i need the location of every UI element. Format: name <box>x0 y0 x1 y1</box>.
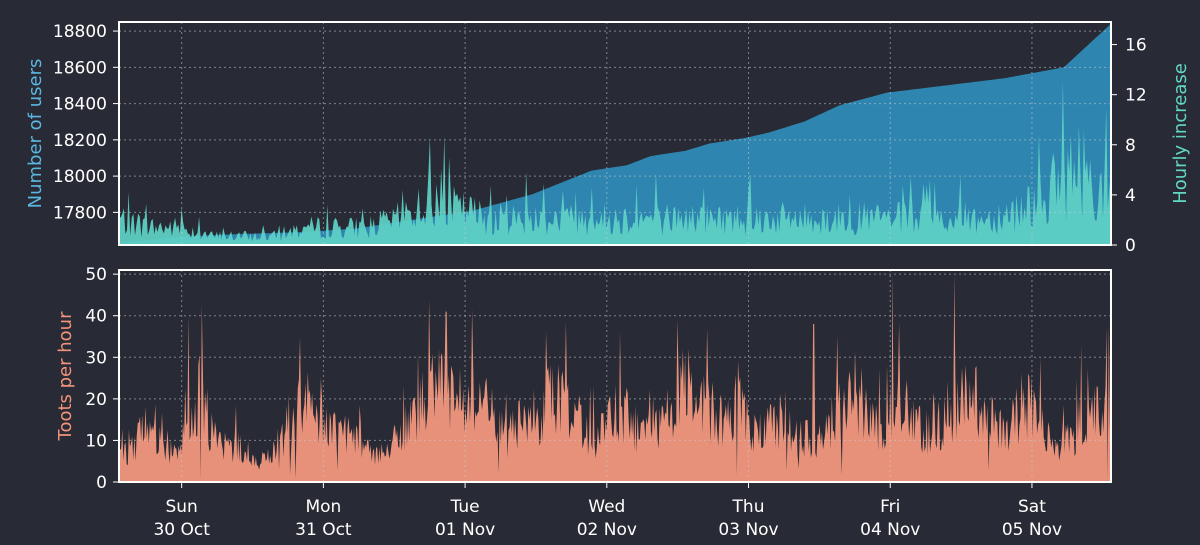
top-right-tick-label: 0 <box>1125 236 1136 256</box>
bottom-left-tick-label: 40 <box>85 307 107 327</box>
bottom-left-tick-label: 20 <box>85 390 107 410</box>
x-tick-date-label: 05 Nov <box>1002 520 1062 540</box>
hourly-increase-series <box>119 80 1111 245</box>
x-tick-day-label: Fri <box>880 497 900 517</box>
x-tick-day-label: Thu <box>732 497 765 517</box>
top-left-tick-label: 18000 <box>53 167 107 187</box>
users-area-series <box>119 23 1111 245</box>
top-left-axis-label: Number of users <box>25 59 46 209</box>
bottom-left-tick-label: 30 <box>85 348 107 368</box>
top-right-tick-label: 4 <box>1125 186 1136 206</box>
x-tick-date-label: 02 Nov <box>577 520 637 540</box>
top-right-tick-label: 12 <box>1125 86 1147 106</box>
top-plot-frame <box>118 21 1112 246</box>
bottom-plot-frame <box>118 269 1112 483</box>
top-left-tick-label: 18800 <box>53 22 107 42</box>
x-tick-date-label: 31 Oct <box>295 520 352 540</box>
x-tick-day-label: Tue <box>450 497 480 517</box>
x-tick-day-label: Sun <box>165 497 197 517</box>
x-tick-day-label: Wed <box>588 497 625 517</box>
top-right-tick-label: 16 <box>1125 36 1147 56</box>
top-left-tick-label: 18200 <box>53 131 107 151</box>
x-tick-day-label: Mon <box>305 497 341 517</box>
top-right-axis-label: Hourly increase <box>1170 63 1191 204</box>
toots-per-hour-series <box>119 274 1111 482</box>
bottom-axis-label: Toots per hour <box>55 311 76 442</box>
top-right-tick-label: 8 <box>1125 136 1136 156</box>
bottom-left-tick-label: 10 <box>85 431 107 451</box>
bottom-left-tick-label: 0 <box>96 473 107 493</box>
x-tick-date-label: 30 Oct <box>153 520 210 540</box>
top-left-tick-label: 17800 <box>53 203 107 223</box>
x-tick-day-label: Sat <box>1018 497 1046 517</box>
bottom-left-tick-label: 50 <box>85 265 107 285</box>
top-left-tick-label: 18400 <box>53 95 107 115</box>
x-tick-date-label: 04 Nov <box>860 520 920 540</box>
x-tick-date-label: 01 Nov <box>435 520 495 540</box>
x-tick-date-label: 03 Nov <box>718 520 778 540</box>
top-left-tick-label: 18600 <box>53 58 107 78</box>
